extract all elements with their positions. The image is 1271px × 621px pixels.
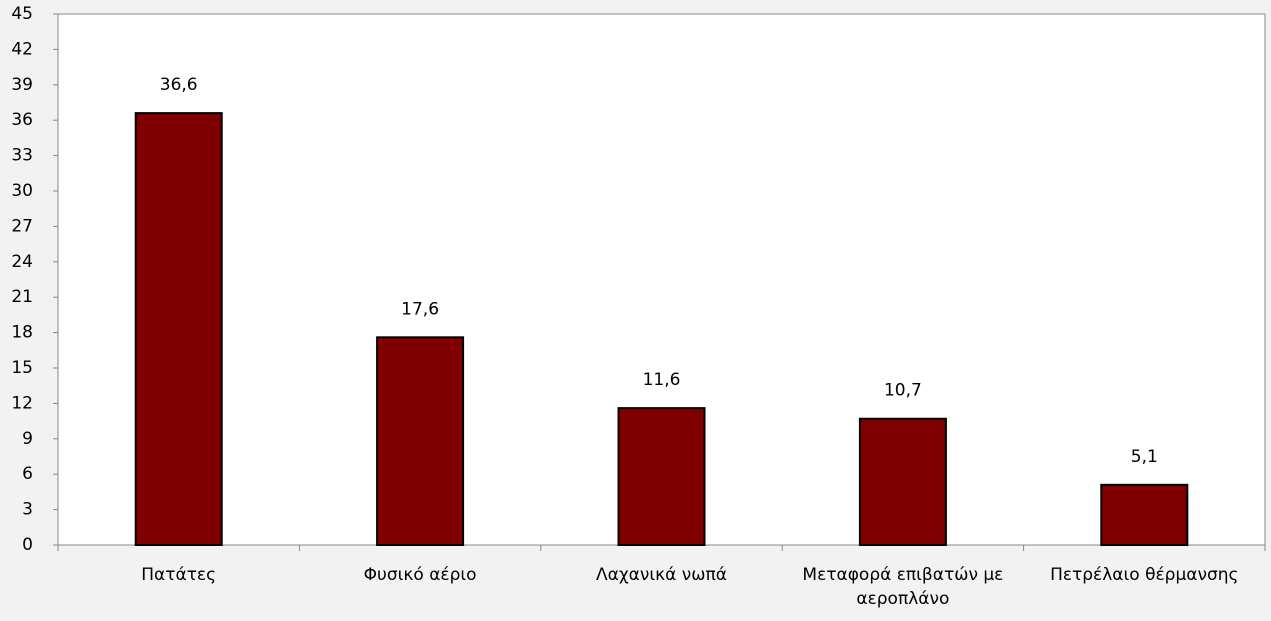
y-tick-label: 9 xyxy=(22,429,33,449)
value-label: 17,6 xyxy=(401,299,439,319)
y-tick-label: 6 xyxy=(22,464,33,484)
y-tick-label: 12 xyxy=(11,393,33,413)
y-tick-label: 36 xyxy=(11,110,33,130)
bar xyxy=(134,112,223,547)
value-label: 10,7 xyxy=(884,381,922,401)
bar xyxy=(617,407,706,546)
y-tick-label: 3 xyxy=(22,500,33,520)
y-tick-label: 45 xyxy=(11,4,33,24)
y-tick-label: 42 xyxy=(11,39,33,59)
bar xyxy=(376,336,465,546)
y-tick-label: 24 xyxy=(11,252,33,272)
y-tick-label: 18 xyxy=(11,323,33,343)
x-tick-label: Λαχανικά νωπά xyxy=(596,565,727,585)
y-tick-label: 15 xyxy=(11,358,33,378)
value-label: 5,1 xyxy=(1131,447,1158,467)
bar xyxy=(858,417,947,546)
bar xyxy=(1100,483,1189,547)
y-tick-label: 0 xyxy=(22,535,33,555)
y-tick-label: 30 xyxy=(11,181,33,201)
x-tick-label: Μεταφορά επιβατών με αεροπλάνο xyxy=(802,565,1004,609)
value-label: 11,6 xyxy=(643,370,681,390)
y-tick-label: 33 xyxy=(11,146,33,166)
value-label: 36,6 xyxy=(160,75,198,95)
x-tick-label: Φυσικό αέριο xyxy=(363,565,477,585)
y-tick-label: 21 xyxy=(11,287,33,307)
y-tick-label: 39 xyxy=(11,75,33,95)
x-tick-label: Πετρέλαιο θέρμανσης xyxy=(1050,565,1239,585)
x-tick-label: Πατάτες xyxy=(141,565,217,585)
y-tick-label: 27 xyxy=(11,216,33,236)
